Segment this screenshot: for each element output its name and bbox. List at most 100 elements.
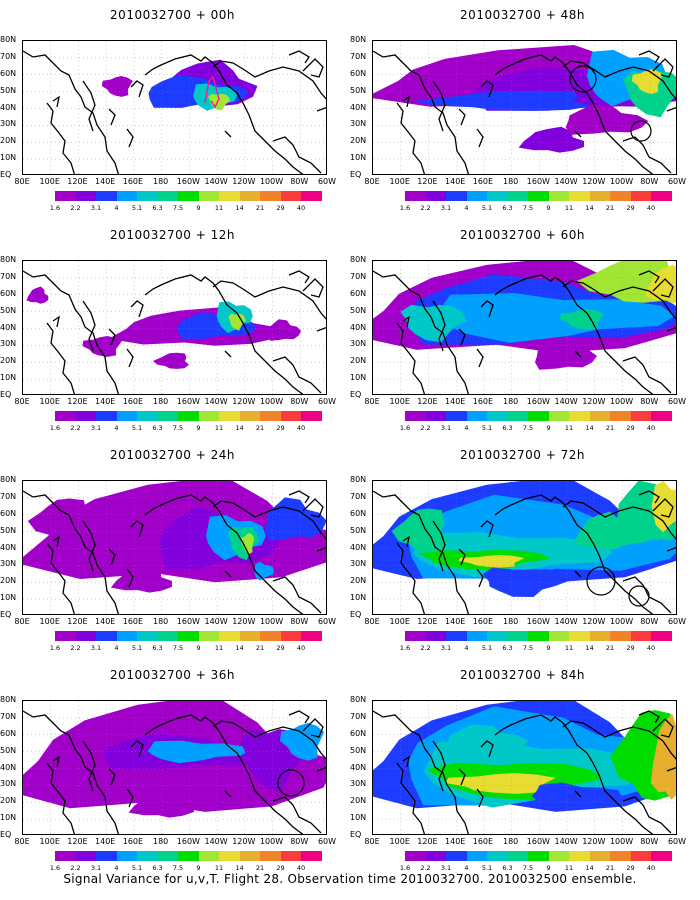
colorbar-swatch xyxy=(198,851,219,861)
variance-map xyxy=(23,41,326,174)
lon-tick-label: 100W xyxy=(259,397,284,406)
colorbar-level-label: 2.2 xyxy=(70,644,81,652)
colorbar-swatch xyxy=(301,191,322,201)
coastline xyxy=(562,500,676,540)
map-plot-area xyxy=(22,40,327,175)
colorbar-swatch xyxy=(589,851,610,861)
coastline xyxy=(288,50,310,64)
coastline xyxy=(52,755,60,768)
coastline xyxy=(638,270,660,284)
colorbar-level-label: 6.3 xyxy=(152,644,163,652)
colorbar-level-label: 1.6 xyxy=(49,204,61,212)
colorbar-level-label: 6.3 xyxy=(502,864,513,872)
variance-contour-fill xyxy=(651,481,676,533)
lon-tick-label: 80W xyxy=(640,837,659,846)
coastline xyxy=(302,498,324,518)
coastline xyxy=(272,356,322,394)
lon-tick-label: 160W xyxy=(176,617,200,626)
lon-tick-label: 100E xyxy=(39,837,60,846)
lat-tick-label: 80N xyxy=(0,35,17,44)
colorbar-level-label: 21 xyxy=(605,204,615,212)
coastline xyxy=(494,494,654,614)
colorbar-level-label: 29 xyxy=(626,864,635,872)
colorbar-level-label: 4 xyxy=(464,204,469,212)
lon-tick-label: 180 xyxy=(152,617,169,626)
lat-tick-label: 70N xyxy=(350,271,367,281)
lon-tick-label: 160E xyxy=(122,177,144,186)
colorbar xyxy=(55,851,322,861)
lon-tick-label: 120E xyxy=(67,397,88,406)
lat-tick-label: 60N xyxy=(0,508,17,518)
coastline xyxy=(52,95,60,108)
colorbar-level-label: 5.1 xyxy=(131,424,143,432)
variance-map xyxy=(23,261,326,394)
lon-tick-label: 80W xyxy=(640,397,659,406)
colorbar-swatch xyxy=(446,631,467,641)
target-region-circle xyxy=(569,65,597,93)
lat-tick-label: 30N xyxy=(0,559,17,569)
lon-tick-label: 60W xyxy=(317,397,337,406)
target-region-circle xyxy=(628,585,650,607)
colorbar-swatch xyxy=(528,631,549,641)
colorbar-swatch xyxy=(630,191,651,201)
lat-tick-label: 20N xyxy=(350,356,367,366)
coastline xyxy=(288,270,310,284)
colorbar-level-label: 5.1 xyxy=(481,864,493,872)
coastline xyxy=(224,350,232,358)
lon-tick-label: 80E xyxy=(364,177,380,186)
colorbar-level-label: 21 xyxy=(255,424,265,432)
colorbar-level-label: 9 xyxy=(546,644,551,652)
lat-tick-label: 10N xyxy=(350,153,367,163)
colorbar-level-label: 1.6 xyxy=(49,644,61,652)
colorbar xyxy=(405,191,672,201)
lat-tick-label: 30N xyxy=(0,339,17,349)
colorbar-swatch xyxy=(116,631,137,641)
lat-tick-label: 80N xyxy=(350,255,367,264)
colorbar-level-label: 14 xyxy=(585,864,594,872)
coastline xyxy=(574,350,582,358)
coastline xyxy=(46,762,76,834)
coastline xyxy=(458,548,466,566)
lon-tick-label: 80W xyxy=(290,397,309,406)
colorbar-swatch xyxy=(528,851,549,861)
colorbar-swatch xyxy=(137,191,158,201)
colorbar-swatch xyxy=(219,851,240,861)
colorbar-level-label: 29 xyxy=(626,644,635,652)
colorbar-swatch xyxy=(610,411,631,421)
variance-contour-fill xyxy=(434,293,675,343)
lat-tick-label: 60N xyxy=(350,288,367,298)
lat-tick-label: 80N xyxy=(350,475,367,484)
lat-tick-label: 70N xyxy=(0,51,17,61)
variance-contour-fill xyxy=(208,93,231,111)
colorbar-level-label: 5.1 xyxy=(481,644,493,652)
colorbar-swatch xyxy=(55,191,76,201)
colorbar-level-label: 40 xyxy=(646,864,656,872)
lat-tick-label: 60N xyxy=(0,68,17,78)
colorbar-swatch xyxy=(405,851,426,861)
coastline xyxy=(224,570,232,578)
colorbar-swatch xyxy=(137,851,158,861)
colorbar-level-label: 14 xyxy=(235,864,244,872)
colorbar-level-label: 3.1 xyxy=(90,424,102,432)
colorbar-swatch xyxy=(260,191,281,201)
lon-tick-label: 180 xyxy=(502,617,519,626)
lat-tick-label: 40N xyxy=(350,322,367,332)
lon-tick-label: 80E xyxy=(14,617,30,626)
colorbar-level-label: 29 xyxy=(276,424,285,432)
lat-tick-label: 20N xyxy=(350,136,367,146)
colorbar-swatch xyxy=(239,851,260,861)
colorbar-level-label: 4 xyxy=(114,424,119,432)
colorbar-level-label: 40 xyxy=(296,204,306,212)
coastline xyxy=(130,520,144,538)
colorbar-swatch xyxy=(96,851,117,861)
lat-tick-label: 20N xyxy=(0,576,17,586)
coastline xyxy=(480,80,494,98)
colorbar xyxy=(405,851,672,861)
lat-tick-label: 50N xyxy=(350,305,367,315)
colorbar-swatch xyxy=(610,631,631,641)
colorbar-swatch xyxy=(548,851,569,861)
colorbar-level-label: 3.1 xyxy=(90,204,102,212)
lat-tick-label: EQ xyxy=(0,390,12,399)
colorbar-level-label: 7.5 xyxy=(172,644,184,652)
colorbar-swatch xyxy=(55,411,76,421)
